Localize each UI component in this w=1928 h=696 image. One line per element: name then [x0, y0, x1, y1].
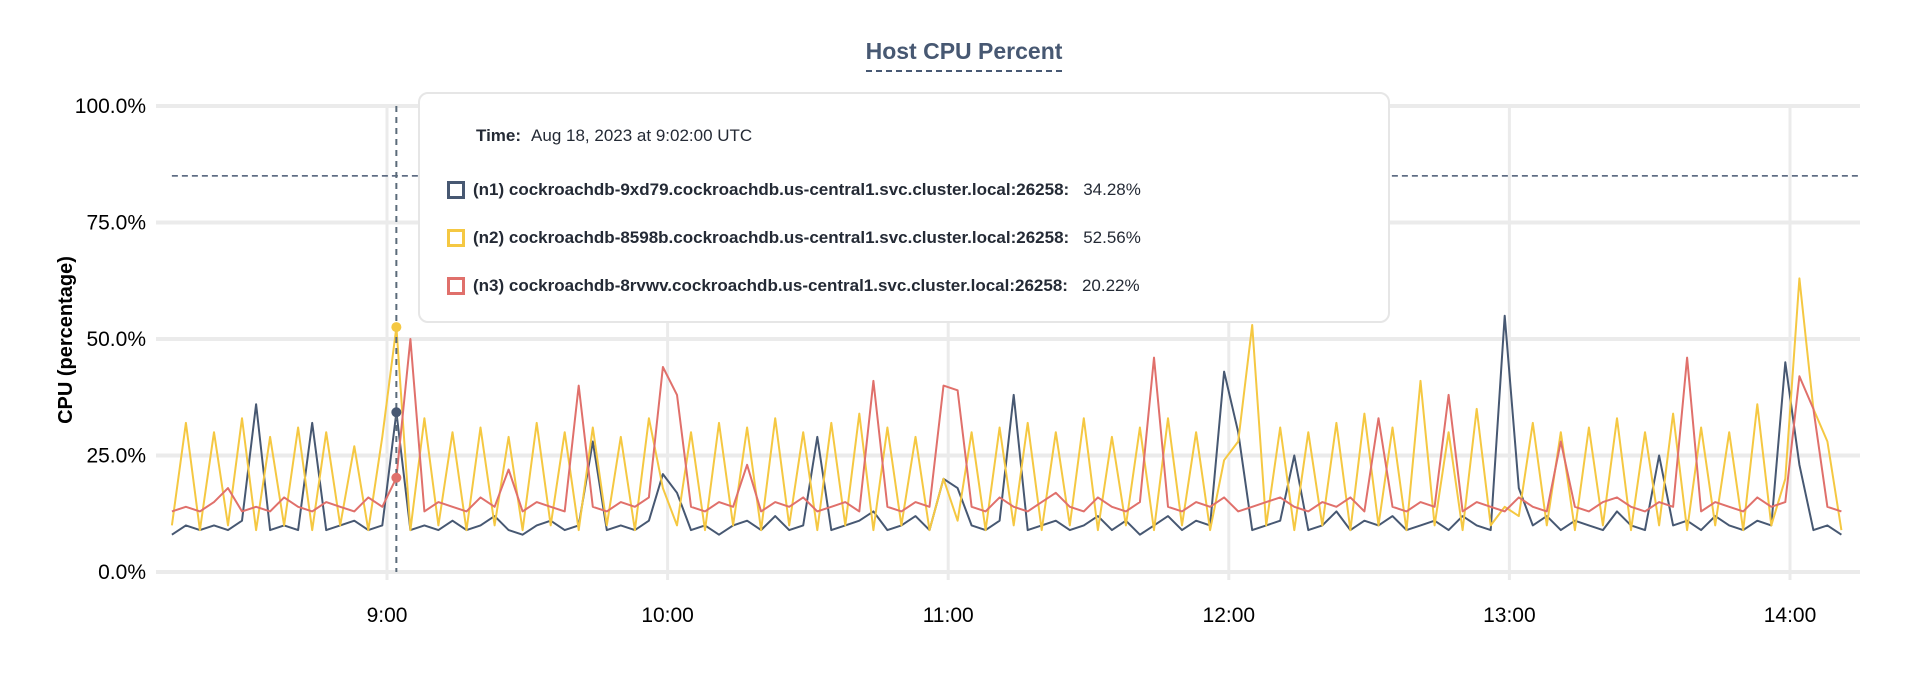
hover-markers	[391, 322, 402, 483]
y-axis-label: CPU (percentage)	[55, 256, 77, 424]
tooltip-row-n1: (n1) cockroachdb-9xd79.cockroachdb.us-ce…	[447, 180, 1141, 200]
chart-title-wrap: Host CPU Percent	[0, 38, 1928, 72]
x-tick-label: 12:00	[1203, 604, 1256, 627]
x-tick-label: 10:00	[641, 604, 694, 627]
tooltip-row-label: (n3) cockroachdb-8rvwv.cockroachdb.us-ce…	[473, 276, 1068, 295]
x-tick-label: 11:00	[923, 604, 974, 627]
y-tick-label: 100.0%	[75, 95, 146, 118]
tooltip-time-value: Aug 18, 2023 at 9:02:00 UTC	[531, 126, 753, 145]
legend-swatch-icon	[447, 277, 465, 295]
hover-marker-n2	[391, 322, 402, 333]
series-line-n3	[171, 338, 1842, 513]
tooltip-row-value: 52.56%	[1083, 228, 1141, 247]
hover-marker-n1	[391, 407, 402, 418]
x-axis-ticks: 9:00 10:00 11:00 12:00 13:00 14:00	[367, 604, 1817, 627]
y-axis-ticks: 0.0% 25.0% 50.0% 75.0% 100.0%	[75, 95, 146, 584]
tooltip-row-value: 20.22%	[1081, 276, 1140, 295]
y-tick-label: 25.0%	[86, 445, 146, 468]
y-tick-label: 50.0%	[86, 328, 146, 351]
tooltip-row-value: 34.28%	[1083, 180, 1141, 199]
hover-marker-n3	[391, 472, 402, 483]
tooltip-time: Time: Aug 18, 2023 at 9:02:00 UTC	[476, 126, 752, 146]
x-tick-label: 9:00	[367, 604, 408, 627]
x-tick-label: 13:00	[1483, 604, 1536, 627]
series-line-n1	[171, 314, 1842, 536]
y-tick-label: 75.0%	[86, 212, 146, 235]
tooltip-row-n3: (n3) cockroachdb-8rvwv.cockroachdb.us-ce…	[447, 276, 1140, 296]
legend-swatch-icon	[447, 229, 465, 247]
series-lines	[170, 277, 1843, 536]
tooltip-time-label: Time:	[476, 126, 522, 145]
y-tick-label: 0.0%	[98, 561, 146, 584]
hover-tooltip: Time: Aug 18, 2023 at 9:02:00 UTC (n1) co…	[418, 92, 1390, 323]
tooltip-row-label: (n1) cockroachdb-9xd79.cockroachdb.us-ce…	[473, 180, 1070, 199]
legend-swatch-icon	[447, 181, 465, 199]
chart-title[interactable]: Host CPU Percent	[865, 38, 1063, 72]
tooltip-row-n2: (n2) cockroachdb-8598b.cockroachdb.us-ce…	[447, 228, 1141, 248]
x-tick-label: 14:00	[1764, 604, 1817, 627]
tooltip-row-label: (n2) cockroachdb-8598b.cockroachdb.us-ce…	[473, 228, 1070, 247]
